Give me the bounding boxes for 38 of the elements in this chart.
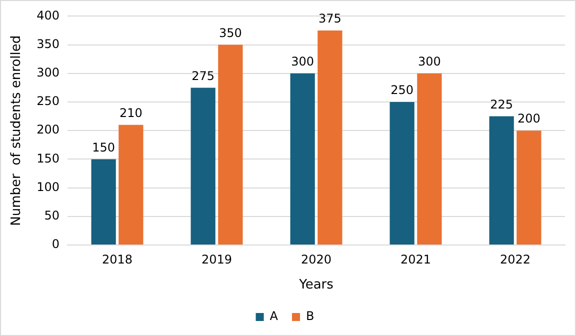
x-tick-label: 2022 [500, 252, 531, 266]
y-tick-label: 0 [52, 237, 60, 252]
data-label: 150 [92, 140, 116, 154]
data-label: 225 [490, 97, 514, 112]
bar [118, 124, 144, 244]
data-label: 300 [418, 54, 441, 69]
y-tick-label: 50 [44, 208, 60, 223]
y-tick-label: 100 [36, 180, 60, 194]
bar [489, 116, 514, 244]
y-tick-label: 250 [36, 94, 60, 108]
data-label: 350 [218, 26, 242, 40]
data-label: 210 [119, 106, 142, 120]
x-tick-label: 2019 [201, 252, 232, 266]
bar [516, 130, 542, 244]
x-axis-title: Years [298, 278, 334, 293]
y-tick-label: 300 [36, 66, 60, 80]
bar [218, 44, 243, 244]
x-tick-label: 2021 [400, 252, 432, 266]
bar [417, 73, 442, 244]
y-tick-label: 200 [36, 122, 60, 137]
bar [91, 159, 116, 244]
data-label: 250 [390, 83, 414, 98]
x-tick-label: 2018 [102, 252, 133, 266]
data-label: 200 [517, 112, 540, 126]
data-label: 275 [192, 68, 215, 83]
y-tick-label: 150 [36, 151, 60, 166]
y-tick-label: 350 [36, 36, 60, 51]
bar [318, 30, 342, 244]
bar [290, 73, 315, 244]
bar [390, 102, 414, 244]
x-tick-label: 2020 [300, 252, 332, 266]
data-label: 300 [291, 54, 314, 69]
y-axis-title: Number of students enrolled [9, 35, 24, 226]
bar [190, 88, 216, 244]
data-label: 375 [318, 12, 342, 26]
legend-label: A [270, 309, 279, 324]
y-tick-label: 400 [36, 8, 60, 22]
legend-label: B [306, 309, 314, 324]
